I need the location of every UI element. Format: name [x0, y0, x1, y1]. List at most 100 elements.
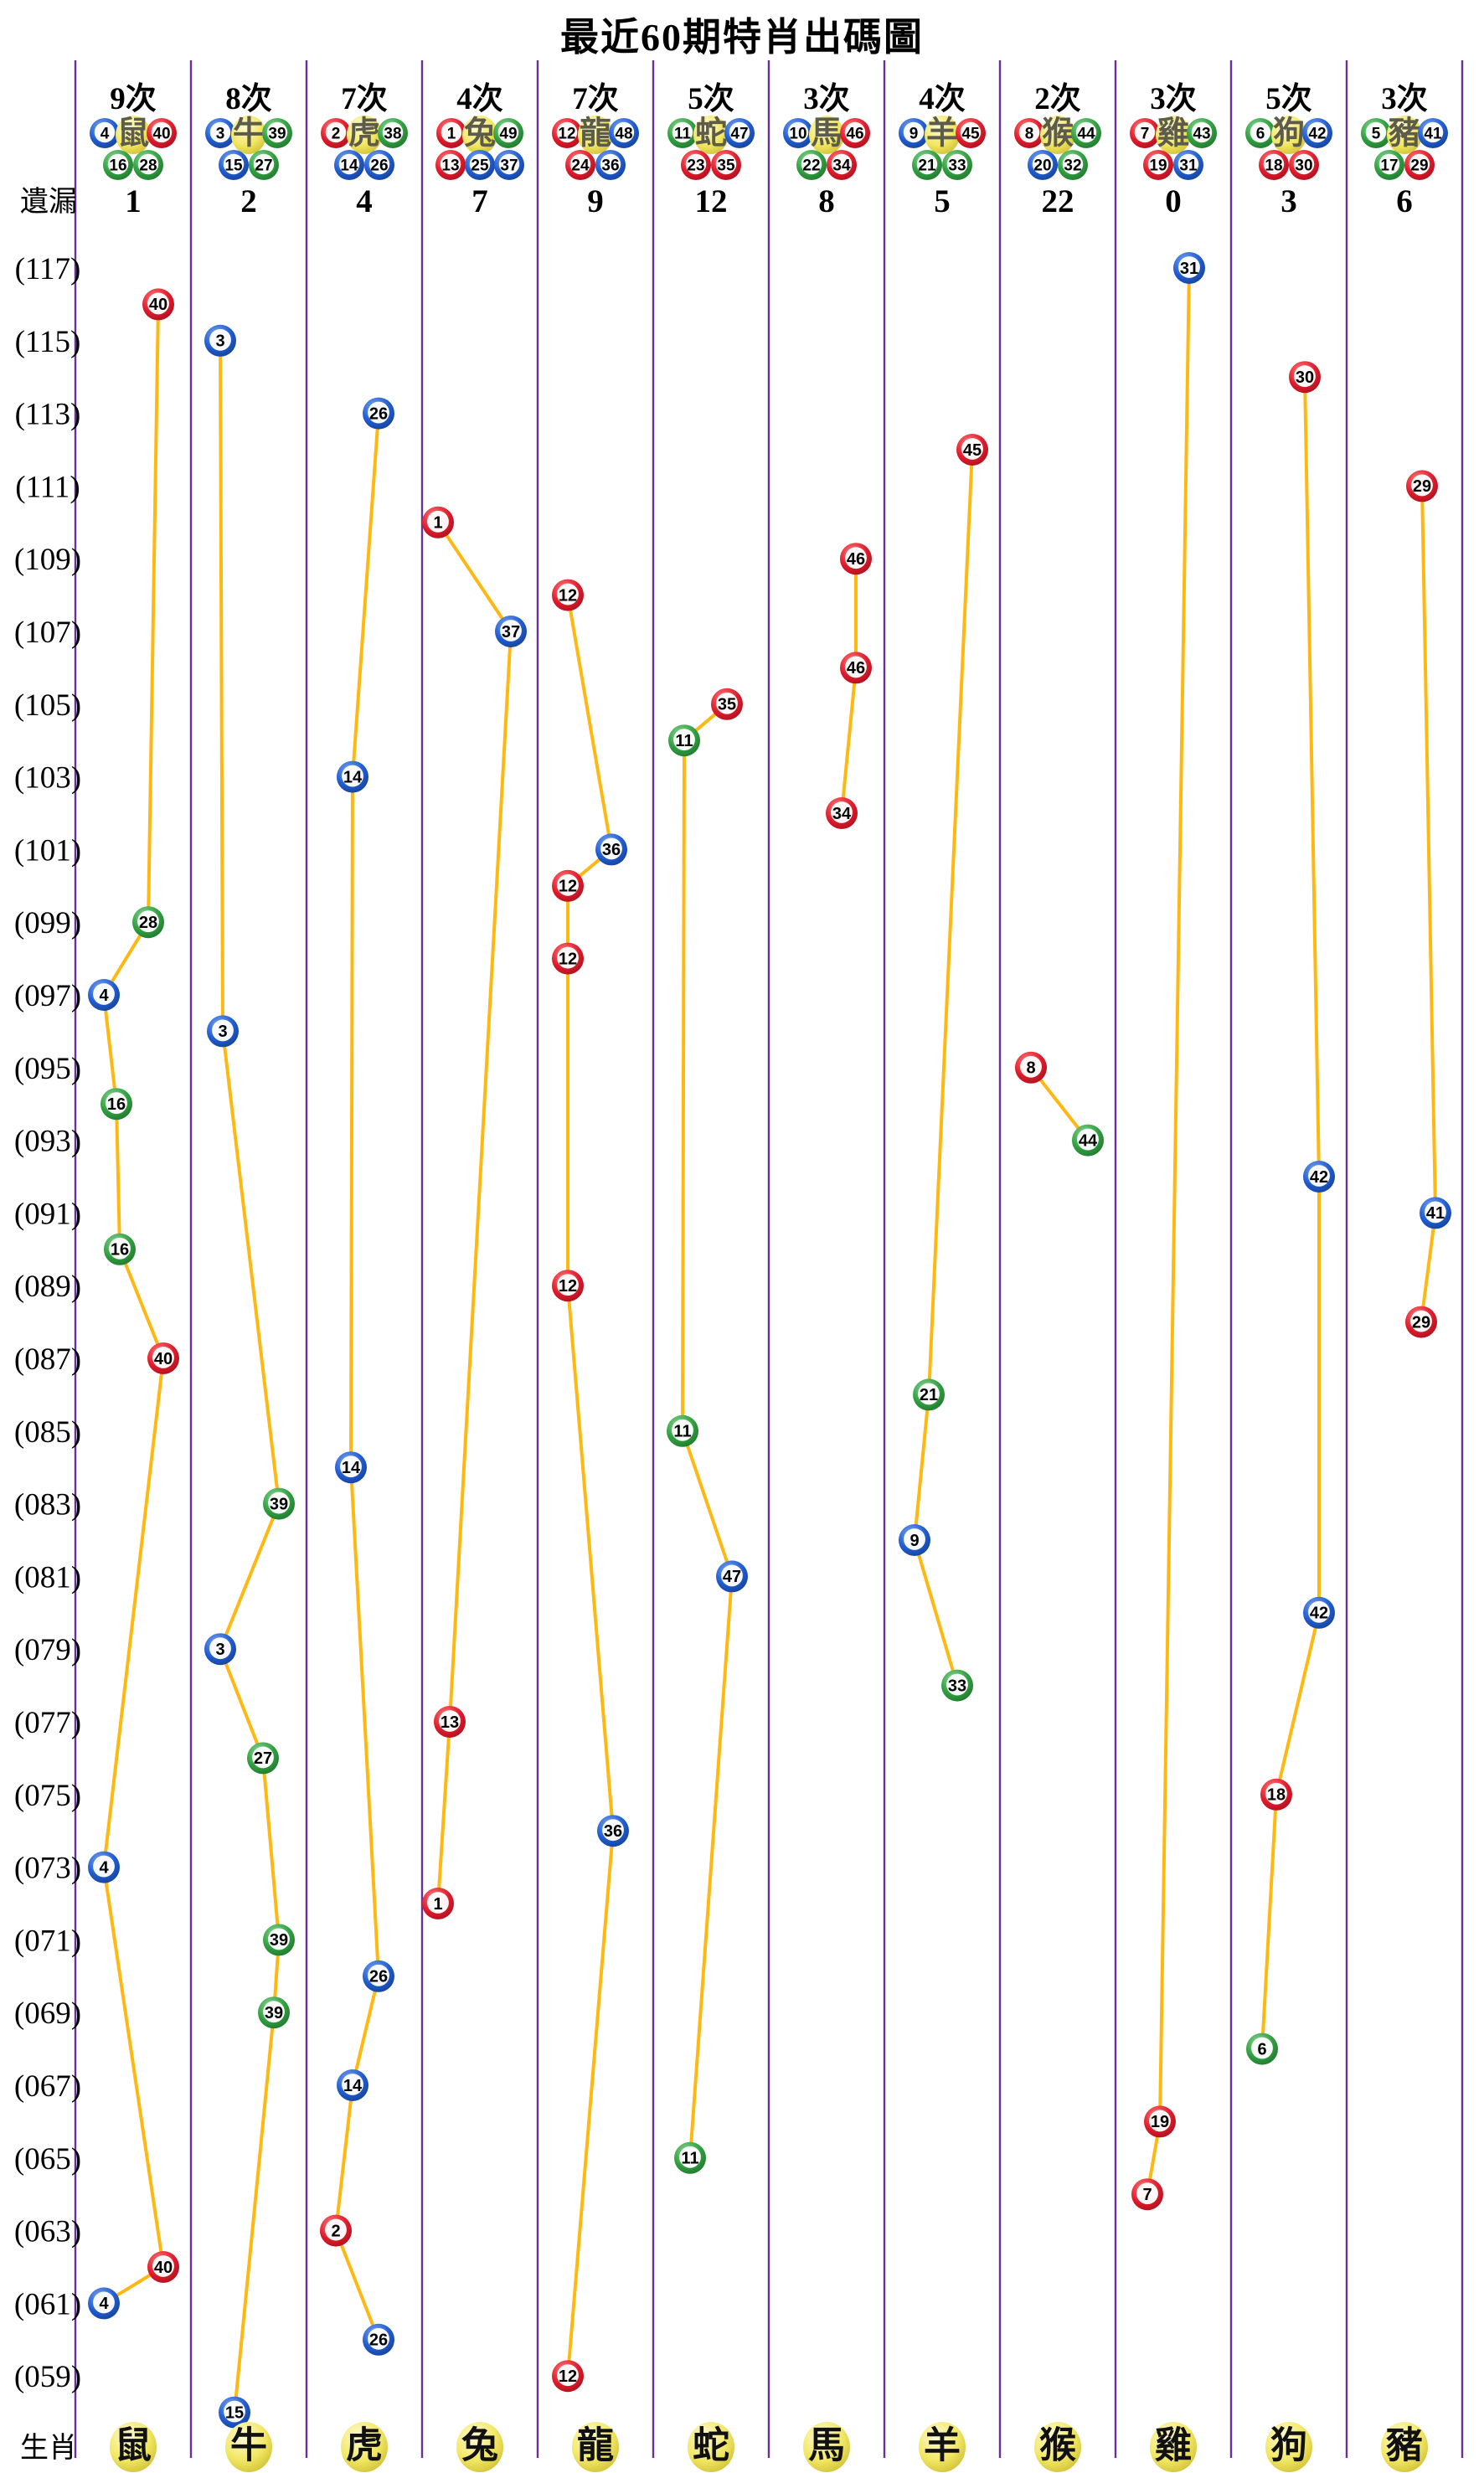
draw-ball: 40 — [147, 1342, 179, 1374]
draw-ball: 3 — [204, 1633, 236, 1666]
svg-text:36: 36 — [601, 157, 619, 174]
zodiac-medal: 狗 — [1271, 116, 1306, 154]
miss-count: 5 — [934, 183, 951, 219]
svg-text:32: 32 — [1064, 157, 1081, 174]
svg-text:兔: 兔 — [464, 116, 496, 151]
svg-text:2: 2 — [331, 2222, 340, 2240]
svg-text:15: 15 — [225, 2403, 244, 2422]
period-label: (113) — [15, 398, 81, 432]
appear-count: 8次 — [225, 81, 272, 116]
header-ball: 22 — [796, 150, 827, 180]
period-label: (067) — [14, 2069, 81, 2104]
miss-count: 6 — [1396, 183, 1413, 219]
appear-count: 4次 — [456, 81, 503, 116]
draw-ball: 16 — [104, 1233, 136, 1265]
header-ball: 24 — [565, 150, 595, 180]
header-ball: 47 — [724, 118, 755, 148]
svg-text:14: 14 — [342, 1459, 361, 1477]
miss-count: 2 — [240, 183, 257, 219]
svg-text:34: 34 — [832, 805, 852, 823]
svg-text:羊: 羊 — [926, 116, 958, 151]
appear-count: 5次 — [688, 81, 734, 116]
zodiac-medal: 鼠 — [116, 116, 151, 154]
svg-text:36: 36 — [602, 841, 621, 859]
header-ball: 6 — [1245, 118, 1275, 148]
svg-text:4: 4 — [100, 125, 110, 142]
svg-text:12: 12 — [559, 950, 577, 968]
draw-ball: 19 — [1144, 2105, 1176, 2138]
period-label: (111) — [15, 470, 80, 504]
draw-ball: 29 — [1405, 1306, 1437, 1338]
zodiac-medal: 羊 — [919, 2422, 966, 2472]
svg-text:21: 21 — [920, 1386, 938, 1404]
svg-text:12: 12 — [559, 2367, 577, 2386]
svg-text:33: 33 — [948, 157, 966, 174]
svg-text:3: 3 — [218, 1023, 227, 1041]
header-ball: 16 — [103, 150, 133, 180]
svg-text:14: 14 — [340, 157, 358, 174]
draw-ball: 47 — [716, 1560, 748, 1593]
trend-line — [334, 411, 380, 2342]
header-ball: 38 — [378, 118, 408, 148]
header-ball: 23 — [681, 150, 711, 180]
trend-line — [102, 302, 165, 2306]
zodiac-medal: 豬 — [1387, 116, 1422, 154]
svg-text:18: 18 — [1267, 1786, 1286, 1805]
svg-text:35: 35 — [718, 696, 736, 714]
svg-text:26: 26 — [369, 404, 388, 423]
draw-ball: 46 — [840, 543, 872, 575]
svg-text:39: 39 — [270, 1931, 288, 1950]
svg-text:7: 7 — [1141, 125, 1150, 142]
header-ball: 44 — [1071, 118, 1101, 148]
header-ball: 35 — [711, 150, 741, 180]
trend-line — [913, 448, 974, 1687]
period-label: (095) — [14, 1052, 81, 1086]
period-label: (093) — [14, 1125, 81, 1159]
appear-count: 3次 — [803, 81, 850, 116]
svg-text:龍: 龍 — [577, 2425, 614, 2466]
period-label: (075) — [14, 1779, 81, 1813]
svg-text:39: 39 — [268, 125, 286, 142]
svg-text:33: 33 — [948, 1677, 966, 1695]
draw-ball: 11 — [667, 1414, 698, 1447]
header-ball: 45 — [956, 118, 986, 148]
svg-text:4: 4 — [99, 2295, 109, 2313]
period-label: (107) — [14, 616, 81, 650]
header-ball: 1 — [436, 118, 466, 148]
header-ball: 41 — [1418, 118, 1448, 148]
miss-count: 3 — [1280, 183, 1297, 219]
header-ball: 31 — [1173, 150, 1203, 180]
svg-text:3: 3 — [215, 332, 224, 351]
period-label: (081) — [14, 1560, 81, 1595]
svg-text:1: 1 — [433, 1895, 442, 1914]
zodiac-medal: 雞 — [1150, 2422, 1197, 2472]
svg-text:8: 8 — [1026, 1059, 1035, 1078]
period-label: (083) — [14, 1488, 81, 1522]
svg-text:鼠: 鼠 — [117, 116, 149, 151]
draw-ball: 8 — [1015, 1051, 1047, 1084]
header-ball: 11 — [667, 118, 698, 148]
svg-text:猴: 猴 — [1042, 116, 1074, 151]
miss-count: 8 — [818, 183, 835, 219]
draw-ball: 36 — [597, 1815, 629, 1847]
draw-ball: 11 — [668, 724, 700, 757]
svg-text:44: 44 — [1077, 125, 1095, 142]
header-ball: 28 — [133, 150, 163, 180]
svg-text:11: 11 — [675, 732, 693, 750]
period-label: (101) — [14, 833, 81, 868]
header-ball: 8 — [1014, 118, 1044, 148]
zodiac-medal: 雞 — [1156, 116, 1191, 154]
header-ball: 48 — [609, 118, 639, 148]
draw-ball: 14 — [337, 760, 368, 793]
appear-count: 7次 — [341, 81, 388, 116]
svg-text:46: 46 — [847, 550, 865, 569]
draw-ball: 18 — [1260, 1778, 1292, 1811]
svg-text:30: 30 — [1296, 368, 1314, 387]
svg-text:22: 22 — [802, 157, 820, 174]
svg-text:馬: 馬 — [808, 2425, 845, 2466]
draw-ball: 3 — [204, 324, 236, 357]
period-label: (061) — [14, 2287, 81, 2321]
zodiac-medal: 猴 — [1034, 2422, 1081, 2472]
